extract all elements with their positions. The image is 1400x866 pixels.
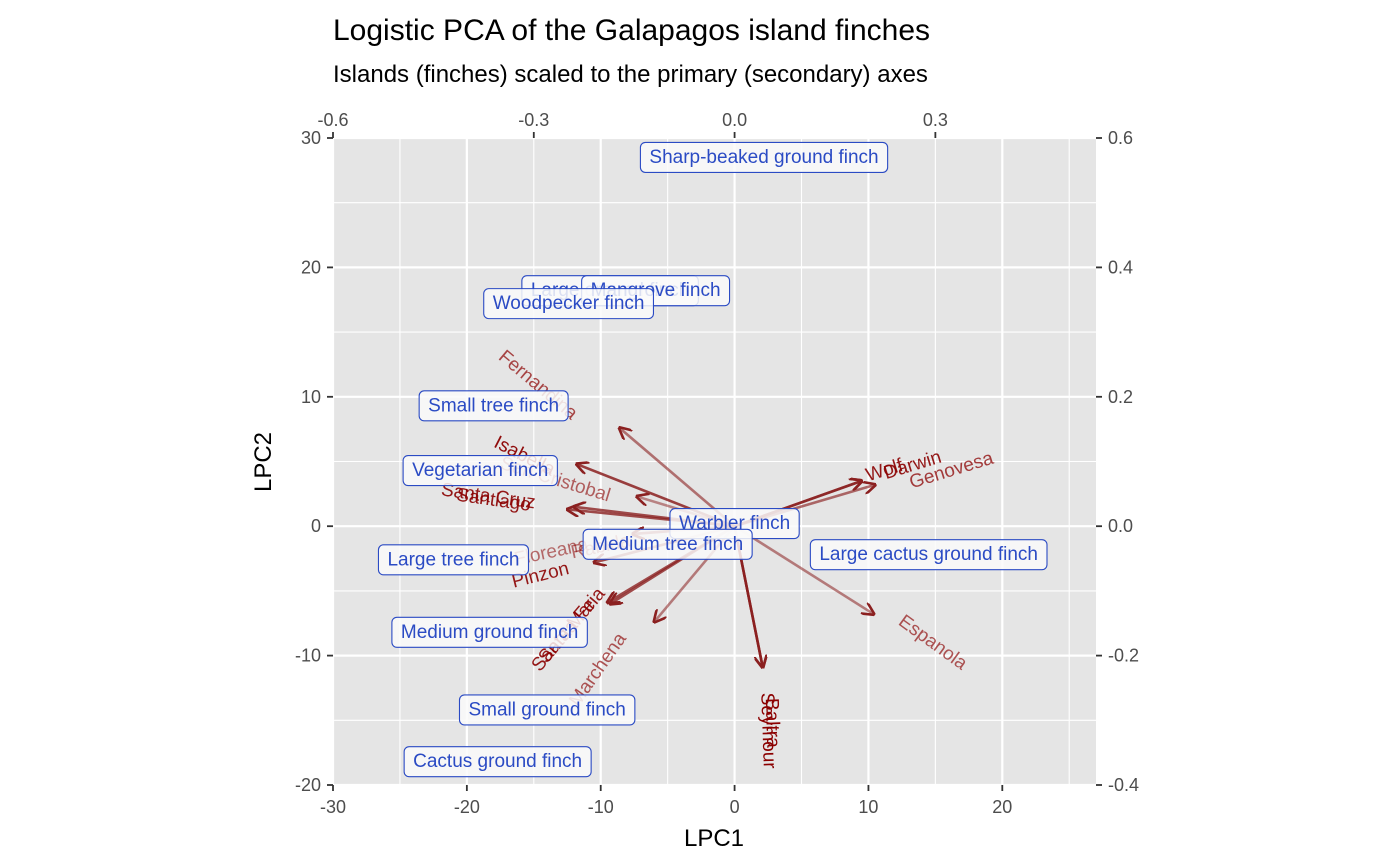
finch-label-frame — [582, 528, 753, 560]
secondary-y-tick-label: -0.2 — [1108, 646, 1139, 666]
finch-label-box: Vegetarian finch — [402, 455, 558, 487]
finch-label-box: Medium ground finch — [391, 616, 588, 648]
finch-label-frame — [391, 616, 588, 648]
secondary-y-tick-label: -0.4 — [1108, 775, 1139, 795]
finch-label: Small tree finch — [428, 395, 559, 416]
finch-label: Sharp-beaked ground finch — [649, 147, 878, 168]
y-tick-label: -20 — [295, 775, 321, 795]
secondary-y-tick-label: 0.4 — [1108, 257, 1133, 277]
y-tick-label: 0 — [311, 516, 321, 536]
finch-label: Large tree finch — [387, 549, 519, 570]
y-axis-title: LPC2 — [250, 432, 277, 492]
finch-label-frame — [809, 539, 1048, 571]
y-tick-label: -10 — [295, 646, 321, 666]
secondary-x-tick-label: 0.0 — [722, 110, 747, 130]
secondary-x-tick-label: -0.3 — [518, 110, 549, 130]
secondary-x-tick-label: -0.6 — [317, 110, 348, 130]
secondary-y-tick-label: 0.0 — [1108, 516, 1133, 536]
finch-label: Small ground finch — [468, 699, 625, 720]
finch-label-box: Large cactus ground finch — [809, 539, 1048, 571]
finch-label-frame — [402, 455, 558, 487]
x-tick-label: -20 — [454, 797, 480, 817]
secondary-y-tick-label: 0.6 — [1108, 128, 1133, 148]
chart-subtitle: Islands (finches) scaled to the primary … — [333, 61, 928, 88]
y-tick-label: 20 — [301, 257, 321, 277]
finch-label: Medium ground finch — [401, 622, 578, 643]
island-arrow — [733, 525, 874, 614]
x-tick-label: -10 — [588, 797, 614, 817]
finch-label: Large cactus ground finch — [819, 544, 1038, 565]
finch-label-frame — [639, 141, 889, 173]
secondary-y-tick-label: 0.2 — [1108, 387, 1133, 407]
finch-label-frame — [403, 746, 592, 778]
x-tick-label: 0 — [730, 797, 740, 817]
y-tick-label: 10 — [301, 387, 321, 407]
finch-label-frame — [377, 544, 530, 576]
finch-label-frame — [483, 288, 655, 320]
finch-label-box: Medium tree finch — [582, 528, 753, 560]
y-tick-label: 30 — [301, 128, 321, 148]
finch-label-box: Cactus ground finch — [403, 746, 592, 778]
x-tick-label: 10 — [858, 797, 878, 817]
finch-label: Woodpecker finch — [493, 293, 645, 314]
x-axis-title: LPC1 — [684, 825, 744, 852]
finch-label-box: Large tree finch — [377, 544, 530, 576]
finch-label: Medium tree finch — [592, 534, 743, 555]
chart-title: Logistic PCA of the Galapagos island fin… — [333, 14, 930, 47]
finch-label-frame — [418, 390, 569, 422]
finch-label: Vegetarian finch — [412, 460, 548, 481]
secondary-x-tick-label: 0.3 — [923, 110, 948, 130]
island-label: Seymour — [756, 692, 780, 769]
finch-label-frame — [458, 694, 636, 726]
finch-label: Cactus ground finch — [413, 751, 582, 772]
finch-label-box: Woodpecker finch — [483, 288, 655, 320]
finch-label-box: Sharp-beaked ground finch — [639, 141, 889, 173]
finch-label-box: Small tree finch — [418, 390, 569, 422]
island-label: Baltra — [761, 698, 784, 749]
x-tick-label: -30 — [320, 797, 346, 817]
x-tick-label: 20 — [992, 797, 1012, 817]
finch-label-box: Small ground finch — [458, 694, 636, 726]
